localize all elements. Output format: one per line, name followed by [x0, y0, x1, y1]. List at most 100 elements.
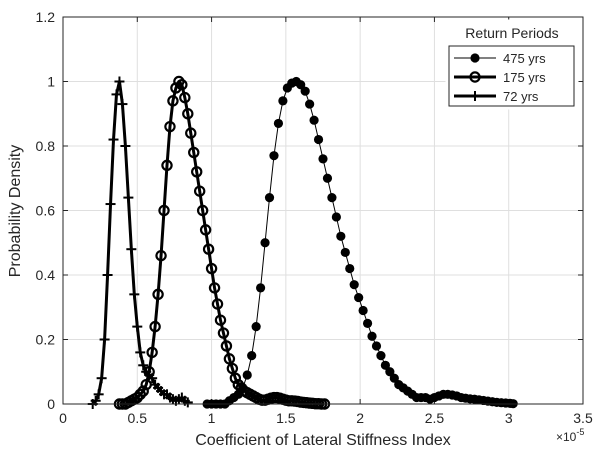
- x-axis-exponent-base: ×10: [556, 430, 577, 444]
- data-point: [149, 320, 161, 333]
- y-tick-label: 0: [47, 396, 55, 412]
- data-point: [309, 115, 319, 125]
- data-point: [217, 327, 230, 339]
- data-point: [147, 373, 158, 384]
- data-point: [340, 247, 350, 258]
- data-point: [260, 238, 270, 248]
- data-point: [93, 389, 104, 400]
- data-point: [96, 373, 107, 384]
- data-point: [354, 292, 364, 303]
- data-point: [211, 298, 224, 310]
- data-point: [176, 79, 188, 91]
- data-point: [349, 280, 359, 290]
- legend-item-72-yrs: 72 yrs: [454, 89, 539, 104]
- data-point: [358, 305, 368, 316]
- legend-label: 475 yrs: [503, 51, 546, 66]
- data-point: [318, 154, 328, 164]
- data-point: [322, 173, 333, 183]
- data-point: [371, 341, 382, 351]
- data-point: [111, 89, 122, 100]
- data-point: [202, 243, 215, 255]
- legend-marker: [470, 53, 480, 63]
- y-tick-label: 1: [47, 74, 55, 90]
- data-point: [273, 118, 284, 129]
- data-point: [345, 263, 355, 274]
- x-tick-label: 2.5: [425, 410, 445, 426]
- data-point: [117, 99, 128, 110]
- data-point: [199, 224, 212, 236]
- axis-ticks: 0 0.5 1 1.5 2 2.5 3 3.5 0 0.2 0.4 0.6 0.8 1 1.2: [36, 9, 593, 426]
- x-tick-label: 3: [505, 410, 513, 426]
- data-point: [114, 76, 125, 87]
- legend-label: 175 yrs: [503, 70, 546, 85]
- legend-item-475-yrs: 475 yrs: [454, 51, 546, 66]
- data-point: [137, 385, 149, 397]
- data-point: [138, 360, 149, 371]
- y-axis-label: Probability Density: [7, 145, 24, 278]
- data-point: [196, 204, 209, 217]
- x-tick-label: 3.5: [573, 410, 593, 426]
- data-point: [300, 86, 310, 96]
- data-point: [120, 141, 131, 151]
- data-point: [179, 91, 191, 104]
- data-point: [367, 331, 377, 341]
- data-point: [269, 151, 279, 161]
- data-point: [182, 108, 194, 120]
- data-point: [155, 249, 167, 262]
- x-tick-label: 1.5: [276, 410, 296, 426]
- data-point: [362, 318, 373, 328]
- data-point: [305, 99, 315, 109]
- data-point: [331, 212, 341, 222]
- y-tick-label: 0.8: [36, 138, 56, 154]
- y-tick-label: 1.2: [36, 9, 56, 25]
- data-point: [327, 193, 337, 203]
- series-175-yrs: [113, 75, 331, 410]
- data-point: [161, 159, 173, 172]
- data-point: [135, 347, 146, 358]
- data-point: [208, 282, 221, 294]
- data-point: [380, 360, 390, 370]
- data-point: [205, 262, 218, 275]
- data-point: [376, 351, 386, 361]
- data-point: [214, 314, 227, 326]
- y-tick-label: 0.4: [36, 267, 56, 283]
- data-point: [242, 370, 252, 380]
- data-point: [129, 289, 140, 300]
- data-point: [102, 270, 113, 280]
- y-tick-label: 0.2: [36, 332, 56, 348]
- data-point: [126, 244, 137, 255]
- data-point: [99, 334, 110, 345]
- data-point: [146, 346, 158, 359]
- data-point: [170, 82, 182, 94]
- data-point: [152, 288, 164, 301]
- data-point: [131, 391, 143, 404]
- x-axis-label: Coefficient of Lateral Stiffness Index: [195, 432, 451, 449]
- data-point: [256, 283, 266, 293]
- data-point: [193, 185, 206, 197]
- data-point: [132, 321, 143, 332]
- data-point: [229, 372, 242, 384]
- data-point: [389, 373, 399, 383]
- data-point: [278, 96, 288, 106]
- data-point: [226, 362, 239, 375]
- series-layer: [87, 75, 518, 410]
- data-point: [191, 166, 203, 178]
- data-point: [251, 322, 261, 332]
- legend: Return Periods 475 yrs 175 yrs 72 yrs: [445, 19, 579, 110]
- x-tick-label: 0.5: [128, 410, 148, 426]
- legend-label: 72 yrs: [503, 89, 539, 104]
- data-point: [123, 192, 134, 203]
- data-point: [185, 127, 197, 139]
- plot-frame: [62, 16, 584, 405]
- data-point: [385, 367, 395, 377]
- data-point: [105, 199, 116, 210]
- data-point: [313, 134, 324, 145]
- x-tick-label: 0: [59, 410, 67, 426]
- legend-items: 475 yrs 175 yrs 72 yrs: [454, 51, 546, 104]
- x-tick-label: 2: [356, 410, 364, 426]
- data-point: [336, 231, 346, 241]
- legend-title: Return Periods: [465, 25, 558, 41]
- x-tick-label: 1: [208, 410, 216, 426]
- data-point: [188, 146, 200, 159]
